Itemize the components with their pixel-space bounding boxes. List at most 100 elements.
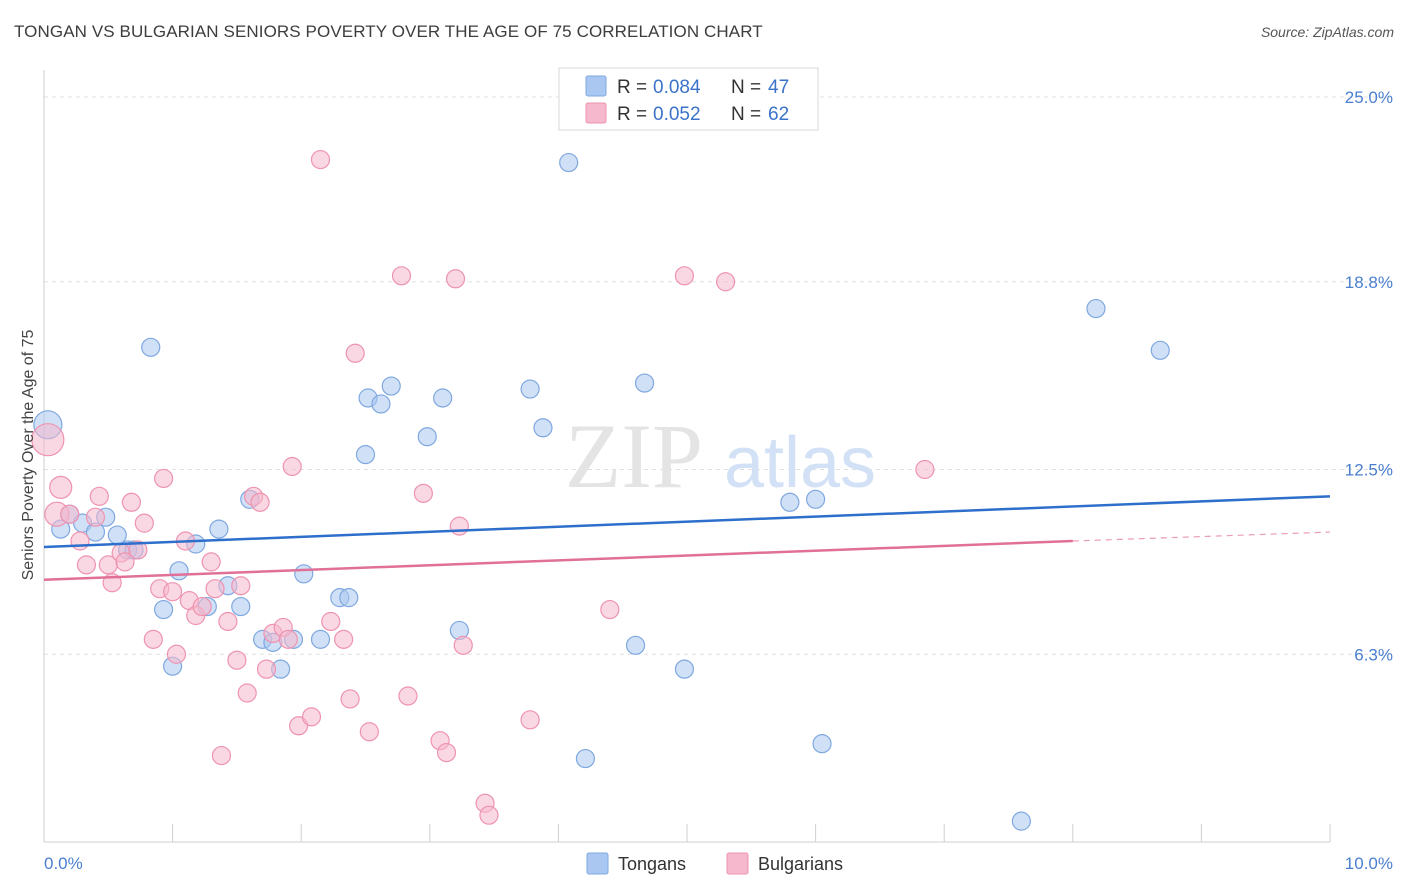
legend-n-label-1: N = [731, 104, 761, 125]
legend-n-value-1: 62 [768, 104, 789, 125]
y-tick-labels: 25.0% 18.8% 12.5% 6.3% [1345, 88, 1393, 664]
point-tongans-32 [433, 388, 453, 408]
legend-swatch-tongans [585, 75, 607, 97]
point-bulgarians-28 [227, 650, 247, 670]
point-tongans-30 [381, 376, 401, 396]
y-tick-label-2: 12.5% [1345, 461, 1393, 480]
point-bulgarians-60 [915, 459, 935, 480]
trend-lines [43, 495, 1331, 582]
point-bulgarians-14 [134, 513, 154, 533]
y-tick-label-0: 25.0% [1345, 88, 1393, 107]
point-tongans-36 [559, 152, 579, 173]
point-tongans-37 [575, 748, 596, 769]
point-bulgarians-56 [520, 710, 540, 730]
y-axis-title: Seniors Poverty Over the Age of 75 [20, 330, 37, 581]
y-tick-label-1: 18.8% [1345, 273, 1393, 292]
point-bulgarians-37 [282, 456, 302, 477]
point-tongans-9 [141, 337, 161, 357]
chart-title: TONGAN VS BULGARIAN SENIORS POVERTY OVER… [14, 22, 763, 41]
legend-swatch-bulgarians [585, 102, 607, 124]
legend-r-label-0: R = [617, 77, 647, 98]
legend-n-label-0: N = [731, 77, 761, 98]
legend-r-label-1: R = [617, 104, 647, 125]
point-tongans-10 [153, 599, 174, 620]
point-bulgarians-27 [218, 611, 238, 632]
point-bulgarians-32 [250, 492, 270, 512]
point-tongans-11 [169, 561, 189, 581]
point-bulgarians-13 [128, 540, 148, 560]
point-tongans-44 [1011, 811, 1031, 831]
watermark: ZIP atlas [565, 405, 876, 507]
point-bulgarians-19 [166, 644, 187, 664]
point-bulgarians-36 [278, 629, 298, 649]
point-bulgarians-53 [453, 635, 473, 655]
source-label: Source: ZipAtlas.com [1260, 24, 1394, 40]
legend-bottom-swatch-bulgarians [726, 852, 749, 875]
legend-n-value-0: 47 [768, 77, 789, 98]
point-bulgarians-24 [201, 552, 221, 572]
y-tick-label-3: 6.3% [1354, 645, 1393, 664]
point-bulgarians-57 [600, 599, 620, 620]
point-tongans-17 [231, 596, 251, 617]
point-bulgarians-2 [49, 475, 73, 499]
point-bulgarians-18 [163, 582, 183, 602]
x-tick-labels: 0.0% 10.0% [44, 854, 1393, 873]
watermark-atlas: atlas [724, 423, 876, 503]
point-tongans-15 [209, 519, 229, 539]
point-bulgarians-42 [334, 629, 354, 649]
legend-bottom-swatch-tongans [586, 852, 609, 875]
legend-bottom-label-tongans: Tongans [618, 854, 686, 874]
point-bulgarians-26 [211, 745, 232, 766]
point-tongans-35 [533, 418, 553, 438]
point-bulgarians-33 [256, 659, 277, 679]
point-bulgarians-45 [359, 722, 379, 742]
legend-bottom: Tongans Bulgarians [586, 852, 843, 875]
trend-line-bulgarians [43, 539, 1073, 582]
point-tongans-42 [805, 489, 826, 509]
point-bulgarians-6 [85, 507, 106, 527]
point-tongans-26 [339, 588, 359, 608]
point-tongans-43 [812, 734, 832, 754]
point-tongans-38 [625, 635, 646, 655]
point-bulgarians-0 [31, 423, 65, 457]
point-bulgarians-25 [205, 579, 225, 599]
point-tongans-34 [520, 379, 540, 399]
point-bulgarians-52 [449, 516, 469, 536]
point-bulgarians-39 [301, 707, 322, 727]
point-bulgarians-44 [345, 343, 365, 363]
point-tongans-24 [310, 629, 331, 649]
point-bulgarians-55 [479, 805, 499, 825]
point-tongans-27 [355, 445, 376, 465]
point-bulgarians-12 [121, 492, 142, 512]
legend-top: R = 0.084 N = 47 R = 0.052 N = 62 [558, 67, 819, 131]
point-bulgarians-59 [715, 272, 736, 292]
point-bulgarians-43 [340, 689, 360, 709]
point-tongans-41 [780, 492, 800, 512]
point-bulgarians-3 [60, 504, 80, 524]
legend-r-value-1: 0.052 [653, 104, 701, 125]
gridlines [44, 96, 1393, 655]
point-bulgarians-50 [436, 742, 457, 763]
point-bulgarians-41 [321, 611, 341, 632]
point-tongans-23 [294, 564, 314, 584]
point-tongans-31 [417, 427, 437, 447]
point-bulgarians-7 [89, 486, 109, 506]
point-tongans-29 [371, 394, 391, 414]
point-bulgarians-5 [76, 555, 97, 575]
point-bulgarians-46 [391, 266, 412, 286]
point-bulgarians-4 [70, 531, 90, 551]
legend-bottom-label-bulgarians: Bulgarians [758, 854, 843, 874]
trend-line-tongans [43, 495, 1331, 549]
point-bulgarians-47 [398, 686, 418, 706]
point-bulgarians-17 [153, 468, 174, 489]
x-tick-label-0: 0.0% [44, 854, 83, 873]
point-bulgarians-40 [310, 149, 331, 170]
point-bulgarians-30 [237, 683, 257, 703]
x-tick-label-1: 10.0% [1345, 854, 1393, 873]
series-bulgarians [31, 149, 935, 825]
point-bulgarians-48 [413, 483, 433, 503]
point-tongans-45 [1086, 298, 1106, 319]
point-bulgarians-15 [143, 629, 163, 649]
point-bulgarians-29 [231, 576, 251, 596]
